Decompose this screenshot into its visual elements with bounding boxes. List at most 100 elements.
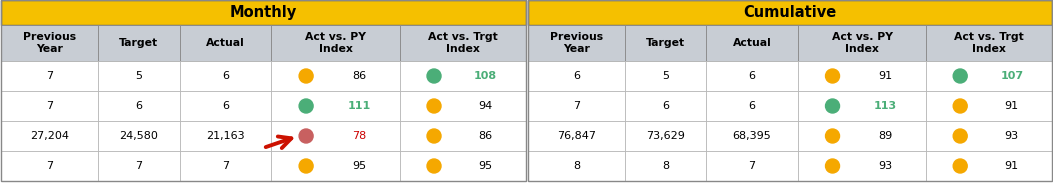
Bar (1, 0, 526, 181)
Text: 91: 91 (878, 71, 892, 81)
Bar (528, 25, 624, 61)
Text: Act vs. Trgt
Index: Act vs. Trgt Index (954, 32, 1024, 54)
Text: Target: Target (645, 38, 686, 48)
Bar (272, 61, 400, 91)
Text: 95: 95 (352, 161, 365, 171)
Bar (272, 151, 400, 181)
Bar (707, 121, 798, 151)
Text: 6: 6 (136, 101, 142, 111)
Text: 6: 6 (749, 71, 755, 81)
Text: Act vs. PY
Index: Act vs. PY Index (832, 32, 893, 54)
Text: 8: 8 (662, 161, 669, 171)
Bar (707, 151, 798, 181)
Circle shape (428, 69, 441, 83)
Bar (624, 61, 707, 91)
Bar (528, 151, 624, 181)
Bar (707, 25, 798, 61)
Text: 111: 111 (347, 101, 371, 111)
Text: 76,847: 76,847 (557, 131, 596, 141)
Bar (798, 91, 927, 121)
Bar (1, 0, 526, 25)
Text: 6: 6 (222, 101, 229, 111)
Text: Cumulative: Cumulative (743, 5, 837, 20)
Bar (98, 25, 179, 61)
Text: 73,629: 73,629 (647, 131, 686, 141)
Text: 93: 93 (1005, 131, 1019, 141)
Bar (624, 121, 707, 151)
Bar (400, 151, 526, 181)
Bar (528, 121, 624, 151)
Text: 86: 86 (352, 71, 365, 81)
Bar (927, 61, 1052, 91)
Bar (798, 25, 927, 61)
Bar (798, 151, 927, 181)
Bar (624, 25, 707, 61)
Bar (179, 91, 272, 121)
Text: 93: 93 (878, 161, 892, 171)
Text: 7: 7 (749, 161, 756, 171)
Bar (927, 121, 1052, 151)
Text: 6: 6 (749, 101, 755, 111)
Bar (179, 25, 272, 61)
Text: 68,395: 68,395 (733, 131, 772, 141)
Bar (400, 121, 526, 151)
Bar (400, 61, 526, 91)
Text: 95: 95 (479, 161, 493, 171)
Circle shape (428, 159, 441, 173)
Text: 27,204: 27,204 (31, 131, 69, 141)
Bar (798, 121, 927, 151)
Bar (98, 61, 179, 91)
Circle shape (299, 129, 313, 143)
Bar (98, 91, 179, 121)
Bar (179, 121, 272, 151)
Bar (528, 0, 1052, 25)
Bar (400, 25, 526, 61)
Text: Previous
Year: Previous Year (23, 32, 76, 54)
Circle shape (826, 99, 839, 113)
Text: 78: 78 (352, 131, 366, 141)
Bar (927, 151, 1052, 181)
Bar (624, 151, 707, 181)
Circle shape (826, 159, 839, 173)
Bar (624, 91, 707, 121)
Bar (1, 61, 98, 91)
Circle shape (953, 99, 968, 113)
Bar (1, 25, 98, 61)
Text: Act vs. Trgt
Index: Act vs. Trgt Index (429, 32, 498, 54)
Text: 5: 5 (136, 71, 142, 81)
Circle shape (428, 129, 441, 143)
Text: 7: 7 (222, 161, 229, 171)
Bar (528, 0, 1052, 181)
Bar (927, 91, 1052, 121)
Bar (1, 91, 98, 121)
Text: 91: 91 (1005, 161, 1019, 171)
Text: 7: 7 (135, 161, 142, 171)
Text: 89: 89 (878, 131, 892, 141)
Text: 91: 91 (1005, 101, 1019, 111)
Text: 86: 86 (479, 131, 493, 141)
Bar (707, 61, 798, 91)
Bar (1, 151, 98, 181)
Circle shape (953, 159, 968, 173)
Text: 94: 94 (478, 101, 493, 111)
Text: 108: 108 (474, 71, 497, 81)
Bar (707, 91, 798, 121)
Text: 24,580: 24,580 (119, 131, 158, 141)
Bar (1, 121, 98, 151)
Text: 107: 107 (1000, 71, 1024, 81)
Text: 6: 6 (662, 101, 669, 111)
Bar (272, 121, 400, 151)
Circle shape (299, 99, 313, 113)
Text: 6: 6 (222, 71, 229, 81)
Bar (927, 25, 1052, 61)
Text: 7: 7 (573, 101, 580, 111)
Text: 6: 6 (573, 71, 580, 81)
Circle shape (428, 99, 441, 113)
Text: Actual: Actual (206, 38, 244, 48)
Bar (272, 91, 400, 121)
Text: Act vs. PY
Index: Act vs. PY Index (305, 32, 366, 54)
Text: Actual: Actual (733, 38, 772, 48)
Bar (179, 151, 272, 181)
Bar (98, 121, 179, 151)
Text: 7: 7 (46, 71, 53, 81)
